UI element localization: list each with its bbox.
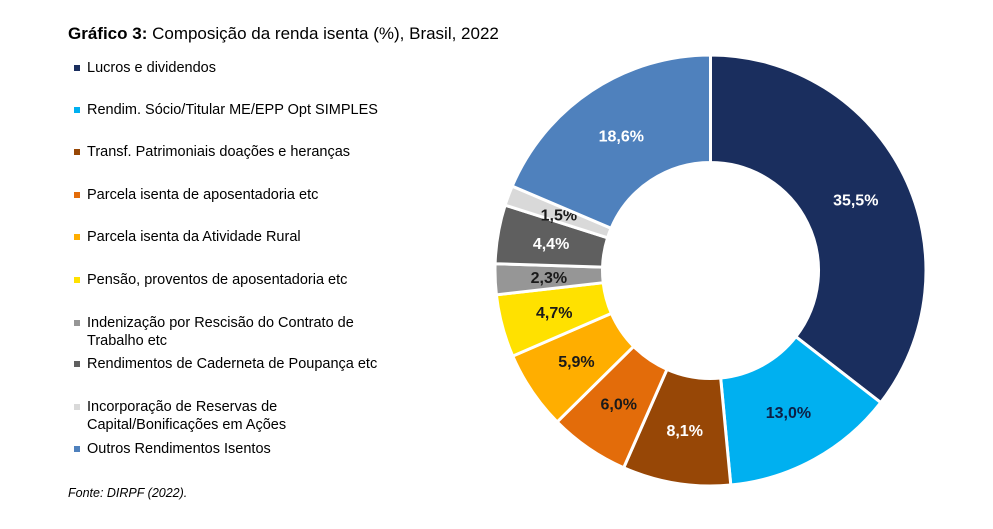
chart-source: Fonte: DIRPF (2022). xyxy=(68,486,188,500)
legend-label: Parcela isenta da Atividade Rural xyxy=(87,229,301,245)
legend-marker xyxy=(74,192,80,198)
legend-marker xyxy=(74,446,80,452)
legend-label: Outros Rendimentos Isentos xyxy=(87,441,271,457)
slice-data-label: 2,3% xyxy=(531,270,567,287)
legend-marker xyxy=(74,149,80,155)
legend-label: Rendimentos de Caderneta de Poupança etc xyxy=(87,356,378,372)
legend-marker xyxy=(74,107,80,113)
legend-label: Incorporação de Reservas de Capital/Bonif… xyxy=(87,399,287,433)
legend-item: Transf. Patrimoniais doações e heranças xyxy=(74,143,434,161)
legend-label: Rendim. Sócio/Titular ME/EPP Opt SIMPLES xyxy=(87,102,378,118)
legend-label: Pensão, proventos de aposentadoria etc xyxy=(87,272,348,288)
slice-data-label: 8,1% xyxy=(666,423,702,440)
chart-title-text: Composição da renda isenta (%), Brasil, … xyxy=(147,24,499,43)
slice-data-label: 18,6% xyxy=(599,129,644,146)
legend-item: Parcela isenta da Atividade Rural xyxy=(74,228,434,246)
legend-marker xyxy=(74,65,80,71)
legend-label: Lucros e dividendos xyxy=(87,60,216,76)
legend-item: Outros Rendimentos Isentos xyxy=(74,440,434,458)
slice-data-label: 5,9% xyxy=(558,354,594,371)
legend-marker xyxy=(74,234,80,240)
slice-data-label: 4,4% xyxy=(533,236,569,253)
slice-data-label: 4,7% xyxy=(536,305,572,322)
legend-item: Lucros e dividendos xyxy=(74,59,434,77)
legend-marker xyxy=(74,277,80,283)
slice-data-label: 6,0% xyxy=(601,397,637,414)
legend-item: Incorporação de Reservas de Capital/Bonif… xyxy=(74,398,434,434)
donut-slice xyxy=(510,53,712,231)
legend-marker xyxy=(74,404,80,410)
legend-marker xyxy=(74,361,80,367)
legend-label: Parcela isenta de aposentadoria etc xyxy=(87,187,319,203)
chart-title-prefix: Gráfico 3: xyxy=(68,24,148,43)
slice-data-label: 1,5% xyxy=(541,207,577,224)
slice-data-label: 13,0% xyxy=(766,405,811,422)
legend-label: Indenização por Rescisão do Contrato de T… xyxy=(87,315,354,349)
legend-item: Pensão, proventos de aposentadoria etc xyxy=(74,271,434,289)
legend-item: Parcela isenta de aposentadoria etc xyxy=(74,186,434,204)
slice-data-label: 35,5% xyxy=(833,192,878,209)
chart-title: Gráfico 3: Composição da renda isenta (%… xyxy=(68,24,499,44)
legend-marker xyxy=(74,320,80,326)
donut-slice xyxy=(709,53,928,405)
legend-item: Indenização por Rescisão do Contrato de T… xyxy=(74,314,434,350)
legend-label: Transf. Patrimoniais doações e heranças xyxy=(87,144,351,160)
legend-item: Rendimentos de Caderneta de Poupança etc xyxy=(74,355,434,373)
legend-item: Rendim. Sócio/Titular ME/EPP Opt SIMPLES xyxy=(74,101,434,119)
